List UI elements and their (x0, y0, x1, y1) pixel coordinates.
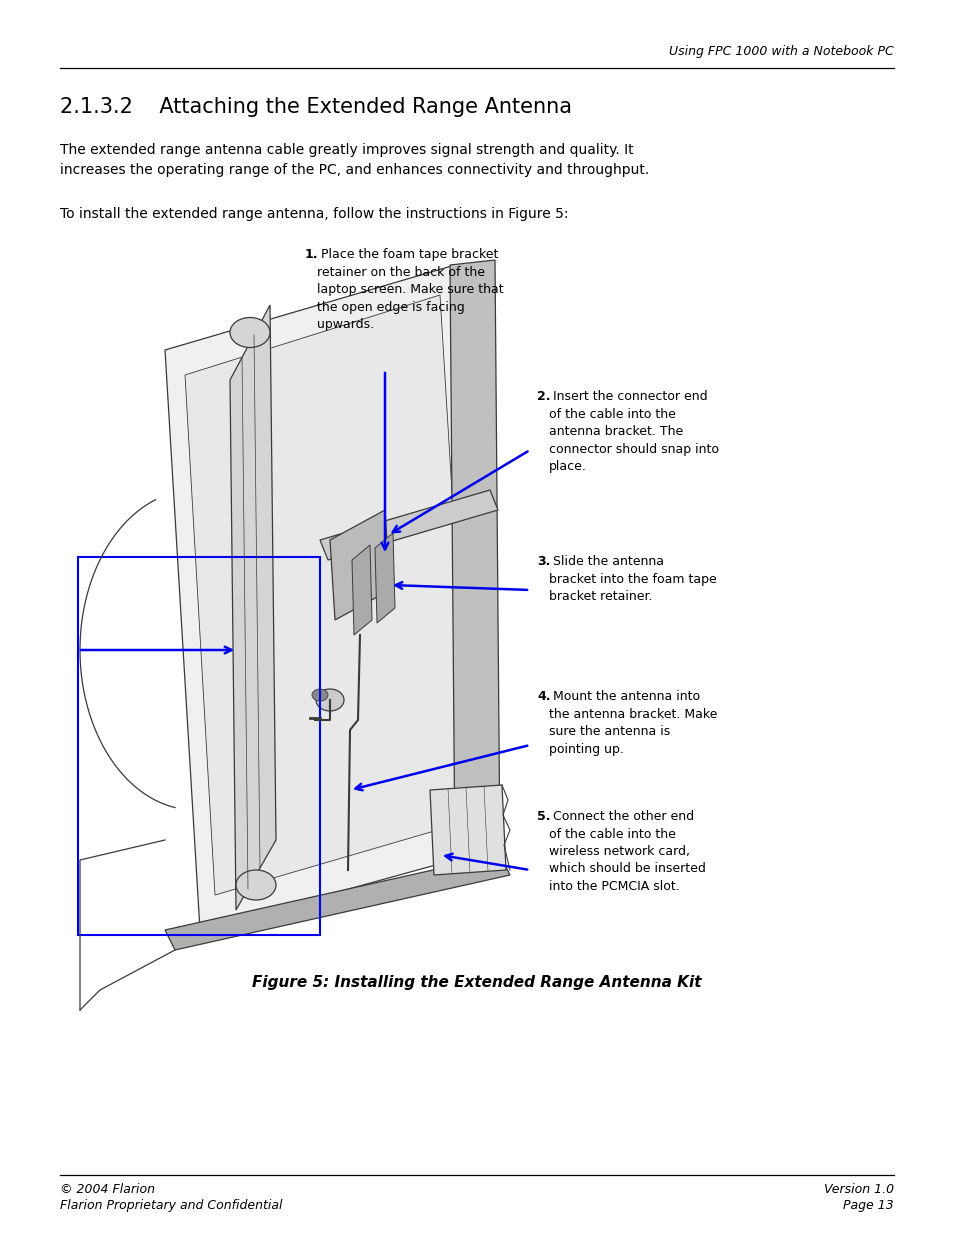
Text: Mount the antenna into
the antenna bracket. Make
sure the antenna is
pointing up: Mount the antenna into the antenna brack… (548, 690, 717, 756)
Ellipse shape (315, 689, 344, 711)
Text: Using FPC 1000 with a Notebook PC: Using FPC 1000 with a Notebook PC (669, 44, 893, 58)
Text: 3.: 3. (537, 555, 550, 568)
Text: Insert the connector end
of the cable into the
antenna bracket. The
connector sh: Insert the connector end of the cable in… (548, 390, 719, 473)
Polygon shape (450, 261, 499, 860)
Text: 4.: 4. (537, 690, 550, 703)
Polygon shape (319, 490, 497, 559)
Polygon shape (185, 295, 472, 895)
Polygon shape (430, 785, 505, 876)
Polygon shape (165, 266, 490, 930)
Polygon shape (230, 305, 275, 910)
Text: Connect the other end
of the cable into the
wireless network card,
which should : Connect the other end of the cable into … (548, 810, 705, 893)
Polygon shape (375, 534, 395, 622)
Ellipse shape (235, 869, 275, 900)
Polygon shape (330, 510, 390, 620)
Text: Place the foam tape bracket
retainer on the back of the
laptop screen. Make sure: Place the foam tape bracket retainer on … (316, 248, 503, 331)
Polygon shape (165, 855, 510, 950)
Text: Page 13: Page 13 (842, 1199, 893, 1212)
Bar (78, 557, 319, 935)
Text: © 2004 Flarion: © 2004 Flarion (60, 1183, 154, 1195)
Text: Flarion Proprietary and Confidential: Flarion Proprietary and Confidential (60, 1199, 282, 1212)
Text: Version 1.0: Version 1.0 (823, 1183, 893, 1195)
Ellipse shape (312, 689, 328, 701)
Text: 2.1.3.2    Attaching the Extended Range Antenna: 2.1.3.2 Attaching the Extended Range Ant… (60, 98, 572, 117)
Ellipse shape (230, 317, 270, 347)
Polygon shape (352, 545, 372, 635)
Text: 1.: 1. (305, 248, 318, 261)
Text: 5.: 5. (537, 810, 550, 823)
Text: The extended range antenna cable greatly improves signal strength and quality. I: The extended range antenna cable greatly… (60, 143, 649, 177)
Text: To install the extended range antenna, follow the instructions in Figure 5:: To install the extended range antenna, f… (60, 207, 568, 221)
Text: Slide the antenna
bracket into the foam tape
bracket retainer.: Slide the antenna bracket into the foam … (548, 555, 716, 603)
Text: Figure 5: Installing the Extended Range Antenna Kit: Figure 5: Installing the Extended Range … (252, 974, 701, 990)
Text: 2.: 2. (537, 390, 550, 403)
